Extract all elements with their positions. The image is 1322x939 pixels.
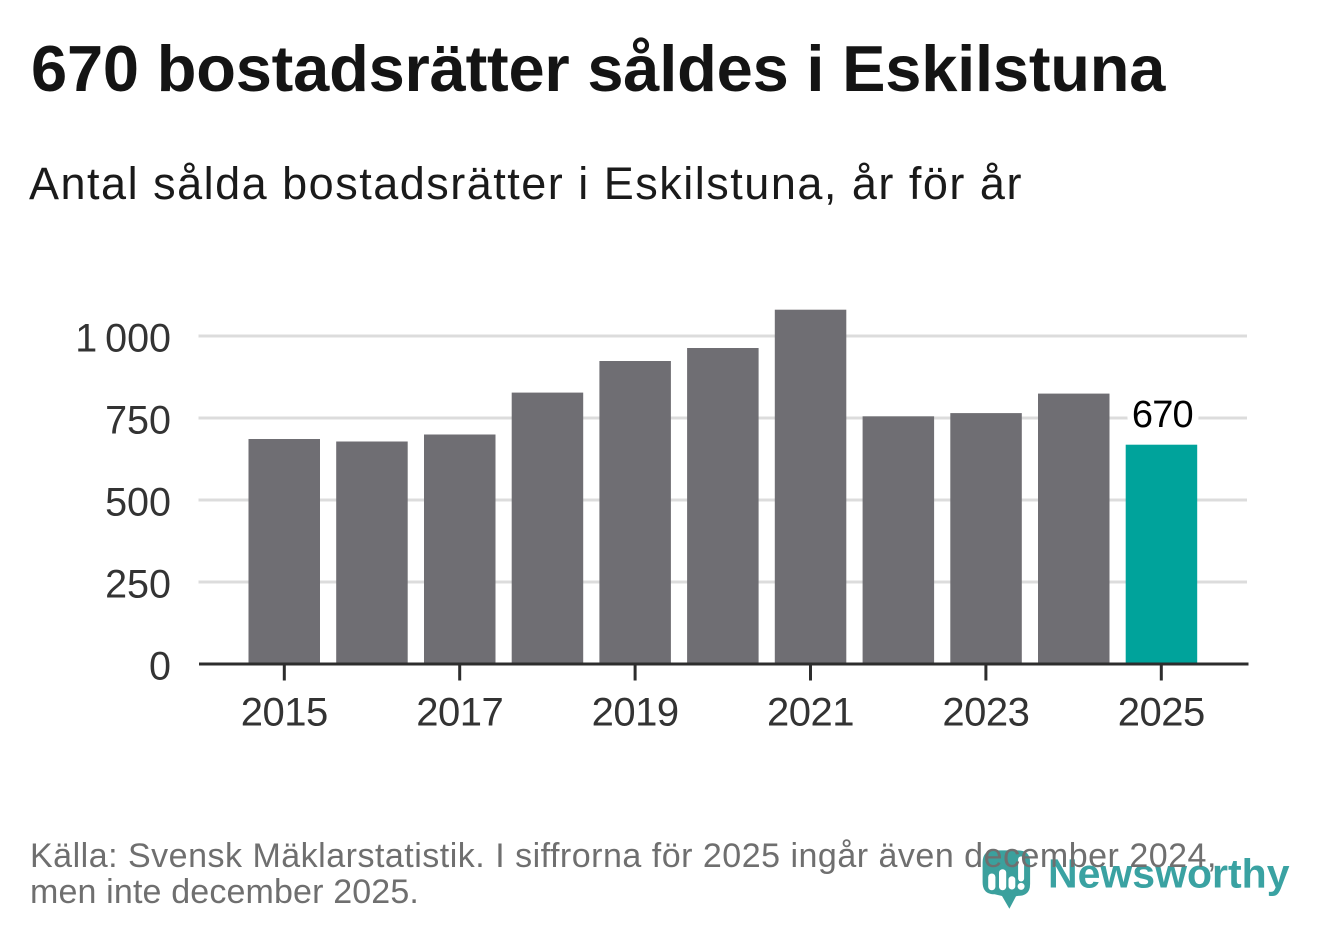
svg-text:670 bostadsrätter såldes i Esk: 670 bostadsrätter såldes i Eskilstuna xyxy=(31,32,1166,105)
svg-text:2021: 2021 xyxy=(767,690,854,734)
svg-text:750: 750 xyxy=(105,399,171,443)
svg-text:2023: 2023 xyxy=(942,690,1029,734)
svg-text:250: 250 xyxy=(105,563,171,607)
svg-text:2025: 2025 xyxy=(1118,690,1205,734)
svg-text:500: 500 xyxy=(105,481,171,525)
svg-text:2015: 2015 xyxy=(241,690,328,734)
svg-text:670: 670 xyxy=(1132,394,1193,436)
svg-text:0: 0 xyxy=(149,645,171,689)
svg-text:Antal sålda bostadsrätter i Es: Antal sålda bostadsrätter i Eskilstuna, … xyxy=(29,158,1023,209)
svg-text:2017: 2017 xyxy=(416,690,503,734)
svg-text:Källa: Svensk Mäklarstatistik.: Källa: Svensk Mäklarstatistik. I siffror… xyxy=(30,837,1217,875)
svg-text:Newsworthy: Newsworthy xyxy=(1048,850,1290,896)
svg-text:1 000: 1 000 xyxy=(75,317,171,361)
svg-text:men inte december 2025.: men inte december 2025. xyxy=(30,873,419,911)
svg-text:2019: 2019 xyxy=(592,690,679,734)
